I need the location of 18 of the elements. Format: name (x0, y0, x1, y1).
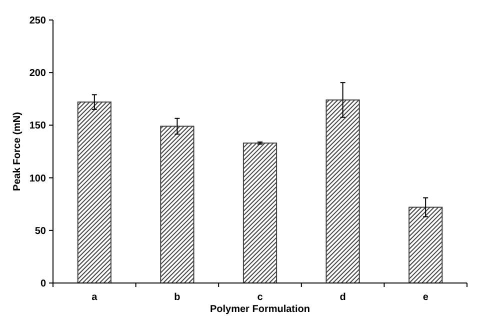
y-tick-label: 150 (29, 120, 46, 132)
bar (77, 102, 112, 284)
y-tick-label: 200 (29, 68, 46, 80)
y-axis-title: Peak Force (mN) (12, 112, 23, 191)
y-tick-label: 100 (29, 173, 46, 184)
bar (242, 142, 278, 284)
bar (408, 206, 443, 284)
bar (326, 99, 360, 284)
x-axis-title: Polymer Formulation (210, 304, 310, 315)
bar (160, 126, 194, 284)
y-tick-label: 0 (40, 278, 46, 290)
x-tick-label: d (340, 292, 346, 303)
x-tick-label: b (174, 292, 180, 303)
y-tick-label: 50 (34, 226, 46, 237)
x-tick-label: c (257, 292, 264, 303)
y-tick-label: 250 (29, 16, 46, 26)
x-tick-label: e (422, 292, 429, 303)
x-tick-label: a (92, 292, 98, 303)
